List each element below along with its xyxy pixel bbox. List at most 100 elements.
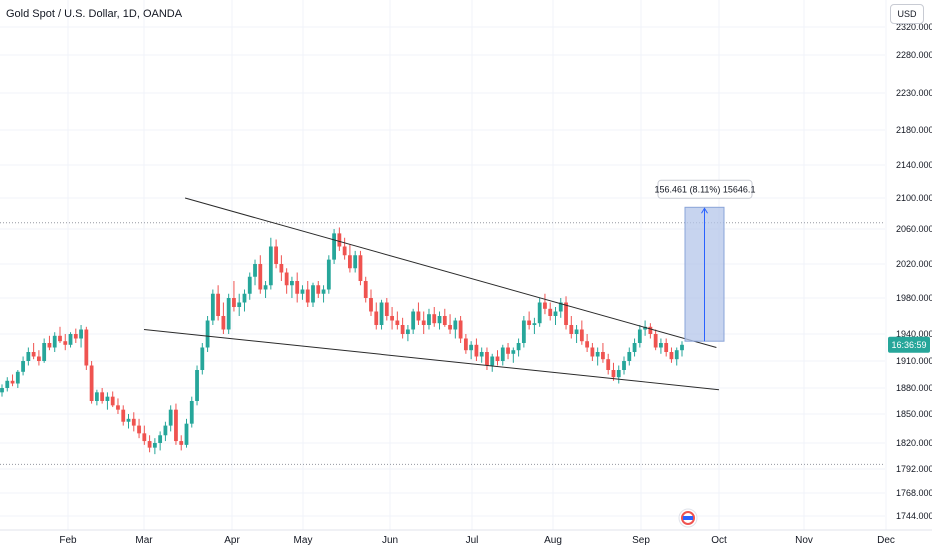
candle-body [205,320,210,348]
candle-body [379,302,384,325]
candle [121,405,126,426]
candle-body [305,289,310,303]
candle [384,298,389,321]
candle [379,299,384,330]
candle-body [147,441,152,448]
candle [637,325,642,348]
candle [247,272,252,300]
candle [300,285,305,300]
candlestick-series [0,227,684,455]
candle [363,276,368,303]
candle [68,332,73,348]
candle [242,289,247,312]
candle-body [195,370,199,401]
candle-body [31,352,36,357]
candle-body [537,302,542,324]
candle [659,338,663,354]
candle-body [247,276,252,294]
currency-button[interactable]: USD [890,4,924,24]
grid-lines [0,0,887,530]
candle [606,353,611,375]
candle [680,341,684,357]
x-tick-label: Sep [632,535,650,546]
candle [253,259,257,286]
candle [416,302,421,325]
candle-body [47,343,52,348]
candle [674,347,679,366]
candle [558,298,563,318]
candle [263,281,268,298]
candle [200,343,205,375]
candle [579,320,584,345]
candle [142,425,147,445]
candle [47,335,52,351]
candle-body [274,246,279,264]
candle-body [279,264,284,273]
candle-body [374,311,379,325]
x-tick-label: Jun [382,535,398,546]
candle-body [400,325,405,334]
candle [337,227,342,251]
candle [31,343,36,360]
candle-body [659,343,663,348]
candle-body [411,311,416,330]
candle-body [232,298,236,307]
y-tick-label: 2230.000 [896,88,932,98]
x-tick-label: Apr [224,535,240,546]
candle-body [179,441,184,445]
candle [195,365,199,406]
candle-body [543,302,547,309]
y-tick-label: 1980.000 [896,293,932,303]
candle [15,370,20,388]
candle-body [121,409,126,422]
candle-body [174,409,178,442]
candle [184,418,189,448]
candle [5,377,10,392]
candle [305,281,310,307]
candle-body [421,320,426,325]
candle [569,316,574,339]
candle-body [21,361,25,372]
candle [94,389,99,406]
symbol-title: Gold Spot / U.S. Dollar, 1D, OANDA [6,8,183,20]
candle [42,338,47,363]
candle-body [253,264,257,277]
candle-body [564,302,568,325]
candle-body [511,350,516,354]
candle-body [348,255,352,269]
candle [137,418,141,439]
candle-body [300,289,305,294]
y-tick-label: 2180.000 [896,125,932,135]
candle-body [142,433,147,442]
candle-body [337,233,342,247]
candle [26,347,31,366]
candle-body [184,423,189,445]
candle [463,334,468,354]
candle-body [500,347,505,361]
y-tick-label: 2020.000 [896,259,932,269]
candle-body [290,281,294,286]
candle [295,272,300,303]
candle-body [353,255,358,269]
candle [469,341,474,360]
x-tick-label: Mar [135,535,153,546]
candle-body [506,347,510,354]
candle-body [105,396,110,401]
y-tick-label: 1744.000 [896,511,932,521]
candle-body [100,392,105,401]
candle-body [116,405,120,410]
candle-body [479,352,484,357]
candle [189,396,194,428]
candle [279,255,284,281]
y-axis: 2320.000 2280.000 2230.000 2180.000 2140.000… [888,22,932,521]
candle [342,237,347,260]
candle-body [342,246,347,256]
candle-body [58,335,62,342]
candle-body [495,356,500,361]
candle-body [516,343,521,351]
candle [21,356,25,376]
candle-body [52,335,57,348]
candle-body [68,334,73,345]
candle [453,317,458,339]
